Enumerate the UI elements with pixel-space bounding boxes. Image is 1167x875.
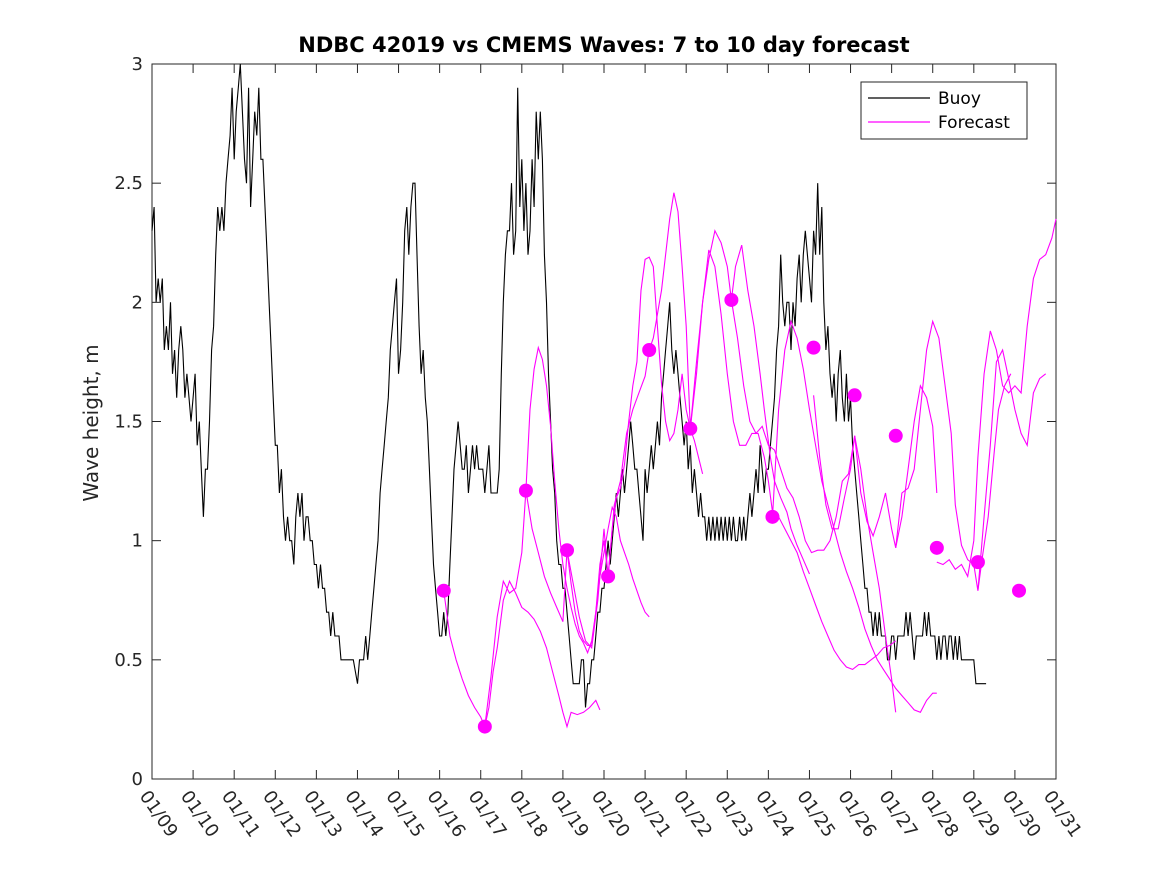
- forecast-marker-11: [888, 428, 903, 443]
- series-line-forecast-5: [689, 249, 897, 671]
- forecast-marker-9: [806, 340, 821, 355]
- forecast-marker-8: [765, 509, 780, 524]
- y-tick-label: 0.5: [114, 650, 143, 671]
- plot-area: [151, 63, 1057, 780]
- legend-label-forecast: Forecast: [938, 113, 1010, 133]
- axes-box: [151, 63, 1057, 780]
- chart-title: NDBC 42019 vs CMEMS Waves: 7 to 10 day f…: [298, 33, 909, 57]
- series-line-forecast-10: [895, 384, 938, 548]
- forecast-marker-13: [970, 555, 985, 570]
- y-tick-label: 2.5: [114, 173, 143, 194]
- series-line-buoy: [151, 63, 987, 708]
- legend-label-buoy: Buoy: [938, 89, 981, 109]
- forecast-marker-3: [560, 543, 575, 558]
- series-line-forecast-1: [525, 345, 650, 655]
- y-tick-label: 1: [132, 531, 143, 552]
- forecast-marker-1: [477, 719, 492, 734]
- series-line-forecast-7: [771, 319, 937, 713]
- series-line-forecast-11: [936, 218, 1057, 579]
- series-line-forecast-6: [730, 244, 811, 575]
- y-axis-ticks: 0 0.5 1 1.5 2 2.5 3: [114, 54, 1056, 790]
- forecast-marker-14: [1012, 583, 1027, 598]
- series-line-forecast-3: [566, 256, 704, 647]
- legend: Buoy Forecast: [860, 81, 1028, 140]
- forecast-marker-4: [601, 569, 616, 584]
- forecast-marker-2: [518, 483, 533, 498]
- y-axis-label: Wave height, m: [79, 344, 103, 501]
- y-tick-label: 1.5: [114, 412, 143, 433]
- forecast-marker-12: [929, 540, 944, 555]
- series-line-forecast-9: [854, 319, 1047, 591]
- forecast-marker-10: [847, 388, 862, 403]
- legend-box: [860, 81, 1028, 140]
- series-line-forecast-4: [648, 192, 856, 554]
- forecast-marker-6: [683, 421, 698, 436]
- y-tick-label: 3: [132, 54, 143, 75]
- forecast-marker-0: [436, 583, 451, 598]
- forecast-marker-7: [724, 292, 739, 307]
- y-tick-label: 0: [132, 769, 143, 790]
- y-tick-label: 2: [132, 292, 143, 313]
- series-line-forecast-0: [443, 579, 601, 729]
- forecast-marker-5: [642, 343, 657, 357]
